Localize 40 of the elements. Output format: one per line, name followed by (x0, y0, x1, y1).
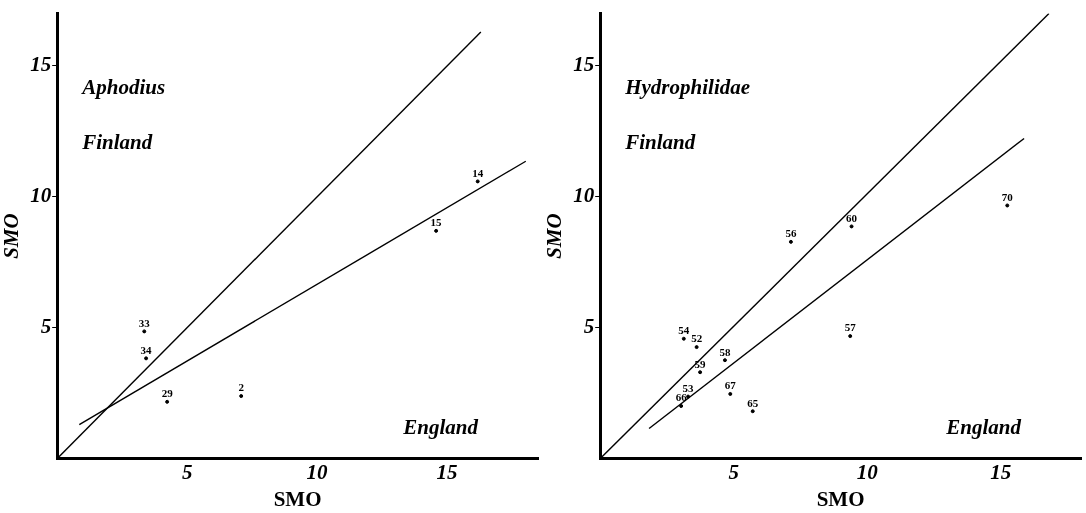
annotation: 65 (747, 396, 759, 409)
annotation: 57 (844, 321, 857, 334)
annotation: 60 (846, 211, 858, 224)
x-tick-label: 15 (990, 459, 1012, 484)
annotation: Finland (81, 129, 153, 154)
annotation: 67 (724, 379, 737, 392)
annotation: 34 (140, 343, 153, 356)
x-axis-title: SMO (816, 486, 865, 511)
annotation: 29 (161, 387, 174, 400)
y-tick-label: 15 (573, 52, 595, 77)
text: Aphodius (80, 74, 166, 99)
x-tick-label: 5 (728, 459, 740, 484)
annotation: 70 (1001, 190, 1014, 203)
annotation: 59 (694, 357, 707, 370)
text: Hydrophilidae (624, 74, 751, 99)
annotation: 56 (785, 227, 797, 240)
y-axis-title: SMO (542, 213, 567, 259)
x-tick-label: 10 (856, 459, 879, 484)
annotation: 2 (238, 381, 245, 394)
y-tick-label: 10 (573, 183, 595, 208)
annotation: England (945, 414, 1022, 439)
y-tick-label: 15 (30, 52, 52, 77)
annotation: 52 (691, 332, 703, 345)
x-tick-label: 5 (181, 459, 193, 484)
y-tick-label: 10 (30, 183, 52, 208)
x-axis-title: SMO (273, 486, 322, 511)
x-tick-label: 15 (436, 459, 458, 484)
y-tick-label: 5 (583, 314, 595, 339)
annotation: 58 (719, 345, 731, 358)
x-tick-label: 10 (306, 459, 329, 484)
annotation: 14 (472, 166, 484, 179)
annotation: Finland (624, 129, 696, 154)
annotation: 66 (675, 391, 688, 404)
annotation: England (402, 414, 479, 439)
y-tick-label: 5 (40, 314, 52, 339)
annotation: 54 (678, 324, 690, 337)
annotation: 33 (138, 316, 151, 329)
annotation: 15 (430, 216, 443, 229)
annotation: 53 (682, 381, 695, 394)
y-axis-title: SMO (0, 213, 24, 259)
